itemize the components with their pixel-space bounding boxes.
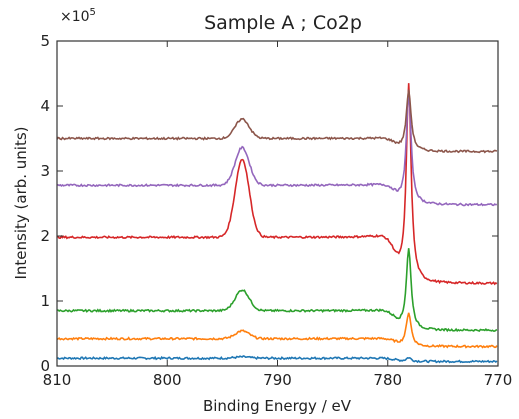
series-line-3 [56, 248, 498, 333]
series-line-5 [56, 93, 498, 207]
series-line-6 [56, 89, 498, 154]
x-tick-label: 810 [43, 371, 72, 389]
y-tick-label: 4 [40, 97, 50, 115]
chart-title: Sample A ; Co2p [204, 12, 362, 34]
y-tick-label: 2 [40, 227, 50, 245]
x-tick-label: 780 [373, 371, 402, 389]
x-tick-label: 770 [484, 371, 513, 389]
y-axis: 0 1 2 3 4 5 [40, 32, 498, 375]
plot-frame [56, 40, 499, 367]
x-axis: 810 800 790 780 770 [43, 41, 513, 389]
y-tick-label: 3 [40, 162, 50, 180]
y-tick-label: 0 [40, 357, 50, 375]
y-multiplier: ×105 [60, 7, 96, 25]
y-tick-label: 1 [40, 292, 50, 310]
series-line-4 [56, 83, 498, 286]
x-tick-label: 800 [153, 371, 182, 389]
x-axis-label: Binding Energy / eV [203, 397, 352, 415]
y-tick-label: 5 [40, 32, 50, 50]
x-tick-label: 790 [263, 371, 292, 389]
y-axis-label: Intensity (arb. units) [12, 126, 30, 279]
series-line-1 [56, 355, 498, 364]
series-line-2 [56, 312, 498, 349]
series-layer [56, 83, 498, 364]
